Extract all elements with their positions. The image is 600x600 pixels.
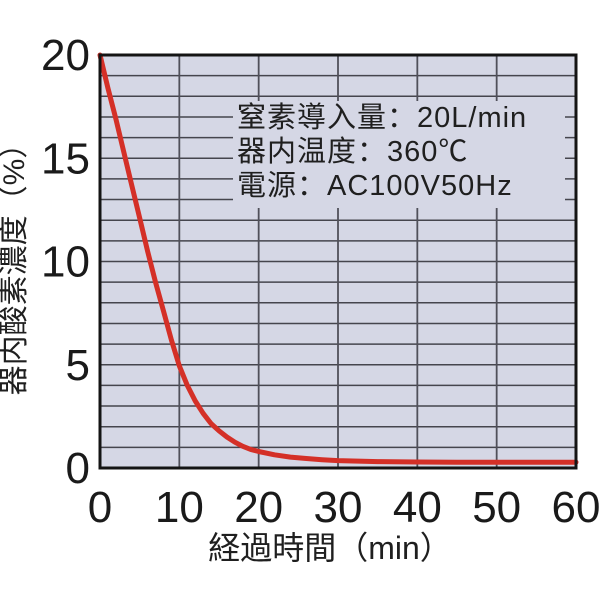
y-tick-label: 0 — [66, 444, 90, 493]
x-axis-tick-labels: 0 10 20 30 40 50 60 — [88, 483, 600, 532]
y-tick-label: 5 — [66, 341, 90, 390]
annotation-power-supply: 電源：AC100V50Hz — [237, 169, 513, 202]
x-tick-label: 0 — [88, 483, 112, 532]
decay-curve — [97, 52, 579, 465]
annotation-box — [233, 101, 565, 208]
y-tick-label: 15 — [41, 134, 90, 183]
x-axis-title: 経過時間（min） — [208, 530, 452, 566]
y-tick-label: 20 — [41, 31, 90, 80]
plot-border — [98, 53, 578, 470]
x-tick-label: 30 — [314, 483, 363, 532]
x-tick-label: 60 — [552, 483, 600, 532]
y-axis-title: 器内酸素濃度（%） — [0, 129, 31, 396]
y-tick-label: 10 — [41, 238, 90, 287]
annotation-temperature: 器内温度：360℃ — [237, 135, 468, 168]
x-tick-label: 10 — [155, 483, 204, 532]
y-axis-tick-labels: 0 5 10 15 20 — [41, 31, 90, 493]
annotation-nitrogen-flow: 窒素導入量：20L/min — [237, 101, 527, 134]
x-tick-label: 20 — [234, 483, 283, 532]
x-tick-label: 40 — [393, 483, 442, 532]
x-tick-label: 50 — [472, 483, 521, 532]
